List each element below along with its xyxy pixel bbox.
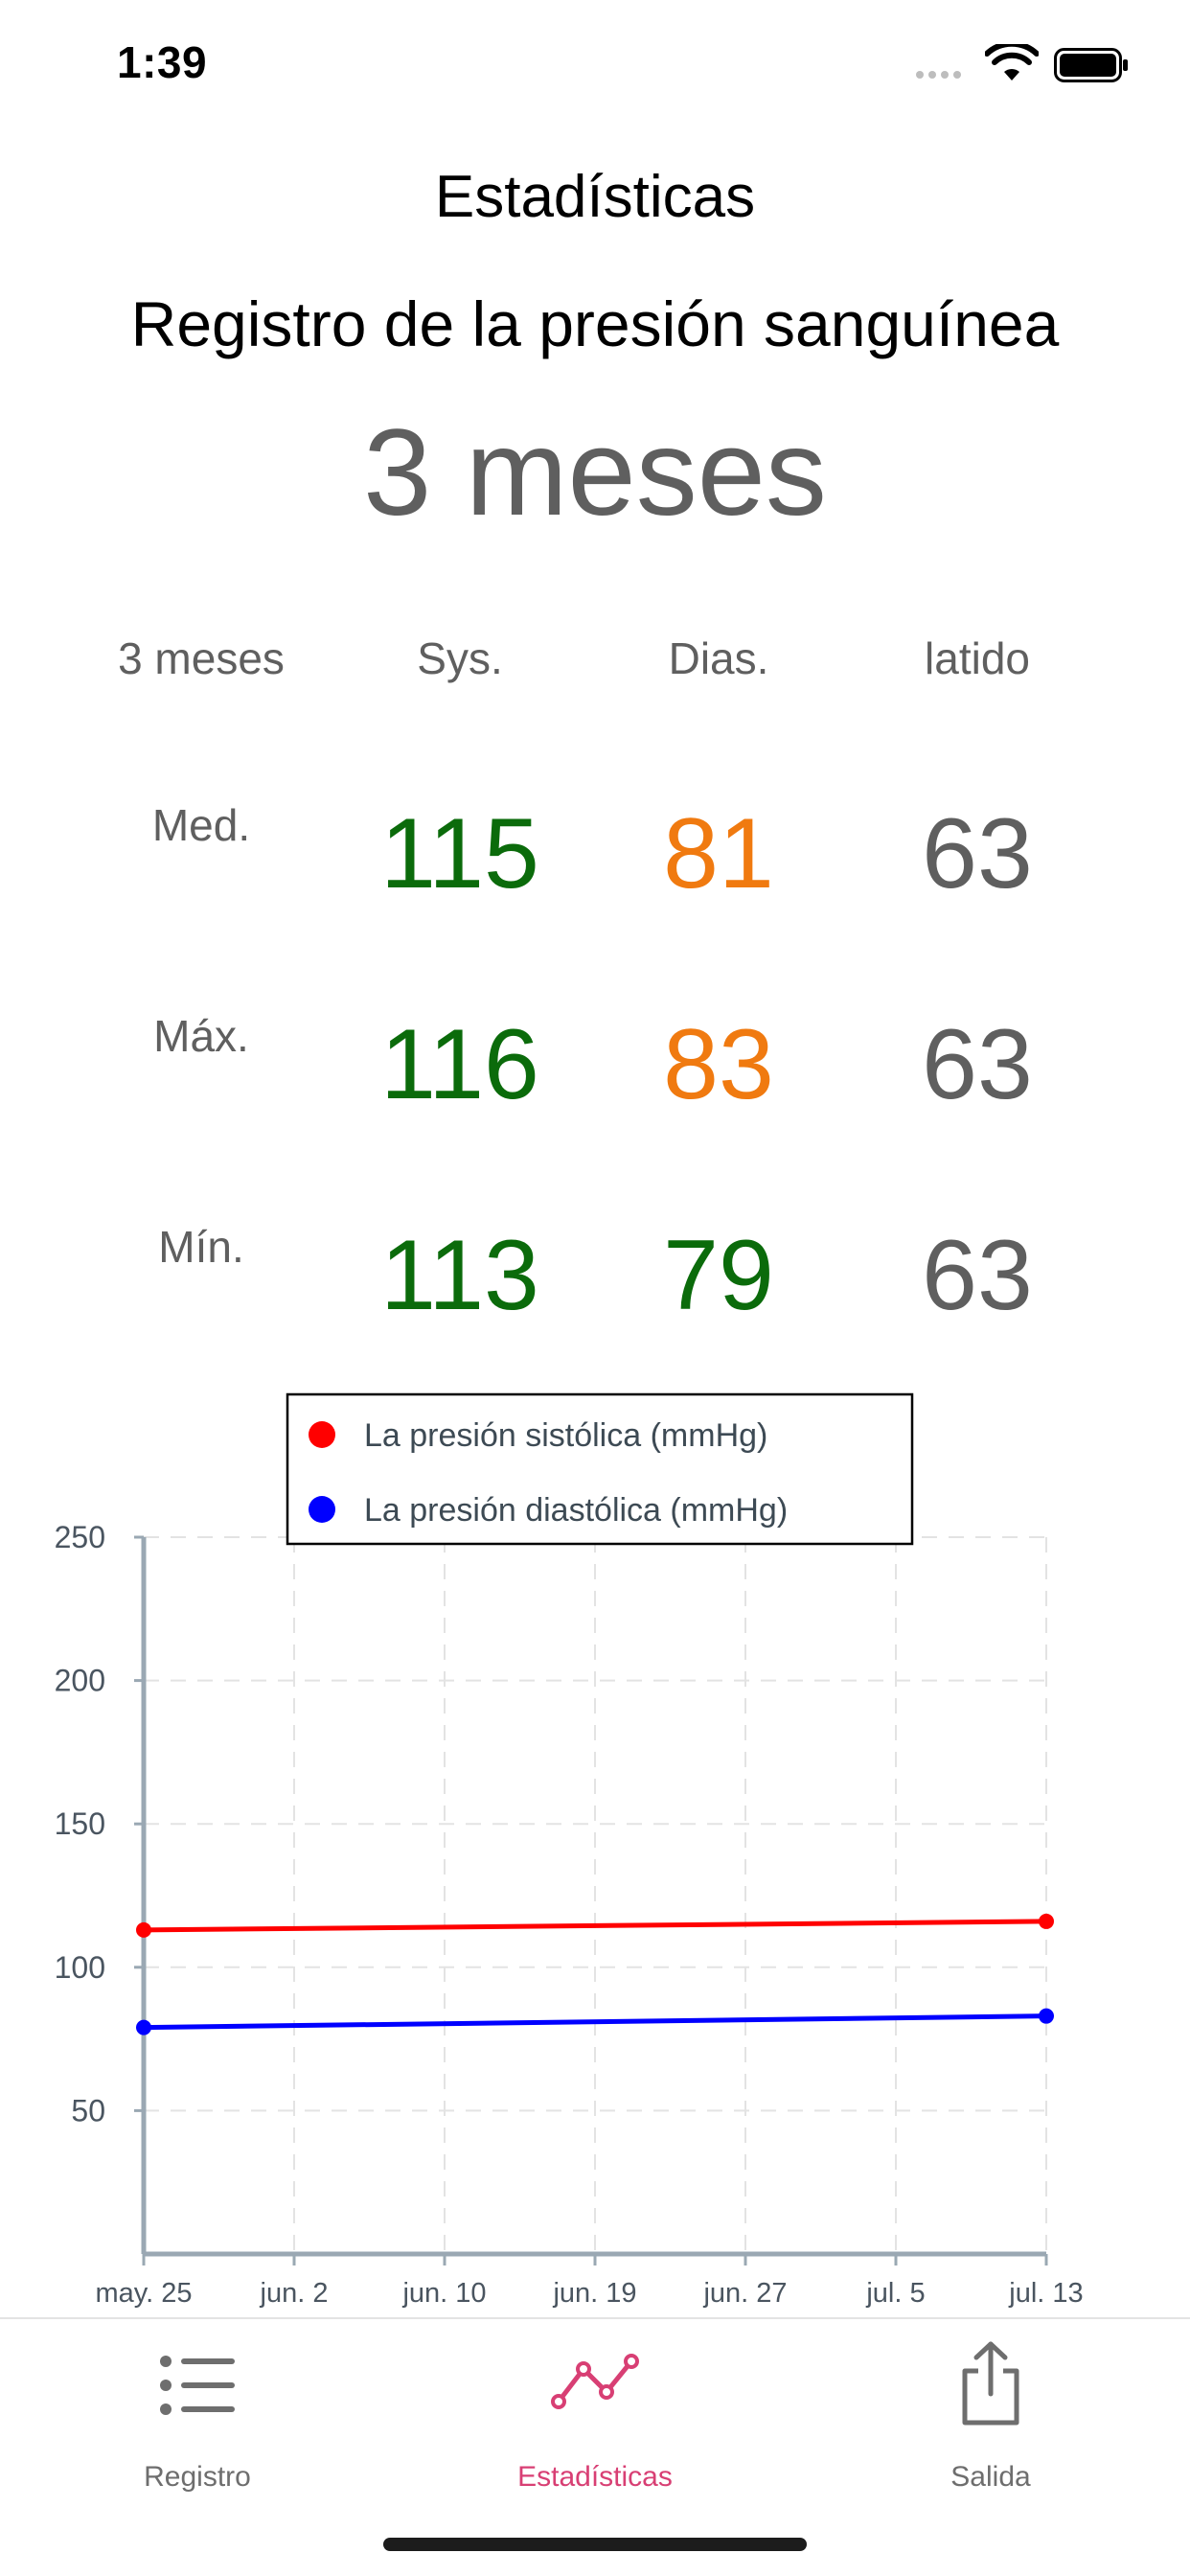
stats-min-pulse: 63 — [922, 1220, 1033, 1331]
blood-pressure-chart: 50 100 150 200 250 may. 25 jun. 2 jun. 10 jun. 1… — [55, 1392, 1084, 2309]
y-tick-label: 250 — [55, 1520, 105, 1554]
data-point — [1039, 1913, 1054, 1929]
nav-title: Estadísticas — [434, 164, 756, 230]
stats-row-label-min: Mín. — [158, 1222, 244, 1272]
status-bar: 1:39 — [0, 0, 1190, 134]
x-tick-label: jun. 19 — [552, 2278, 636, 2309]
stats-max-pulse: 63 — [922, 1009, 1033, 1120]
y-tick-label: 100 — [55, 1950, 105, 1985]
list-icon — [160, 2356, 235, 2415]
y-tick-label: 50 — [71, 2093, 105, 2128]
share-icon — [962, 2341, 1019, 2426]
stats-header-pulse: latido — [925, 633, 1030, 683]
x-tick-label: may. 25 — [95, 2278, 192, 2309]
stats-row-label-max: Máx. — [153, 1011, 249, 1061]
x-tick-label: jul. 5 — [865, 2278, 925, 2309]
battery-icon — [1054, 48, 1128, 82]
wifi-icon — [985, 44, 1039, 80]
tab-registro[interactable]: Registro — [54, 2319, 341, 2511]
stats-avg-pulse: 63 — [922, 798, 1033, 909]
home-indicator — [383, 2538, 807, 2551]
stats-header-sys: Sys. — [417, 633, 503, 683]
legend-marker-1 — [309, 1496, 335, 1523]
period-title: 3 meses — [363, 404, 827, 541]
cellular-signal-icon — [916, 71, 961, 79]
chart-line-icon — [551, 2354, 639, 2409]
stats-row-label-avg: Med. — [151, 800, 251, 850]
x-tick-label: jul. 13 — [1008, 2278, 1083, 2309]
y-tick-label: 200 — [55, 1664, 105, 1698]
data-point — [1039, 2008, 1054, 2024]
y-tick-label: 150 — [55, 1806, 105, 1841]
stats-avg-dias: 81 — [663, 798, 774, 909]
data-point — [136, 2019, 151, 2036]
legend-label-0: La presión sistólica (mmHg) — [364, 1417, 767, 1454]
tab-salida-label: Salida — [950, 2461, 1031, 2493]
tab-registro-label: Registro — [144, 2461, 251, 2493]
tab-bar: Registro Estadísticas Salida — [0, 2317, 1190, 2576]
stats-max-dias: 83 — [663, 1009, 774, 1120]
x-tick-label: jun. 2 — [260, 2278, 329, 2309]
x-tick-label: jun. 27 — [702, 2278, 787, 2309]
legend-label-1: La presión diastólica (mmHg) — [364, 1492, 788, 1529]
stats-avg-sys: 115 — [380, 798, 539, 909]
page-subtitle: Registro de la presión sanguínea — [130, 288, 1060, 359]
tab-estadisticas[interactable]: Estadísticas — [451, 2319, 739, 2511]
series-line-1 — [143, 2013, 1047, 2031]
status-time: 1:39 — [117, 37, 208, 87]
data-point — [136, 1921, 151, 1938]
chart-legend — [286, 1392, 914, 1546]
x-tick-label: jun. 10 — [401, 2278, 486, 2309]
stats-min-sys: 113 — [380, 1220, 539, 1331]
legend-marker-0 — [309, 1421, 335, 1448]
stats-header-period: 3 meses — [118, 633, 285, 683]
tab-estadisticas-label: Estadísticas — [517, 2461, 673, 2493]
stats-min-dias: 79 — [663, 1220, 774, 1331]
series-line-0 — [143, 1919, 1047, 1933]
stats-max-sys: 116 — [380, 1009, 539, 1120]
tab-salida[interactable]: Salida — [847, 2319, 1134, 2511]
stats-header-dias: Dias. — [668, 633, 769, 683]
